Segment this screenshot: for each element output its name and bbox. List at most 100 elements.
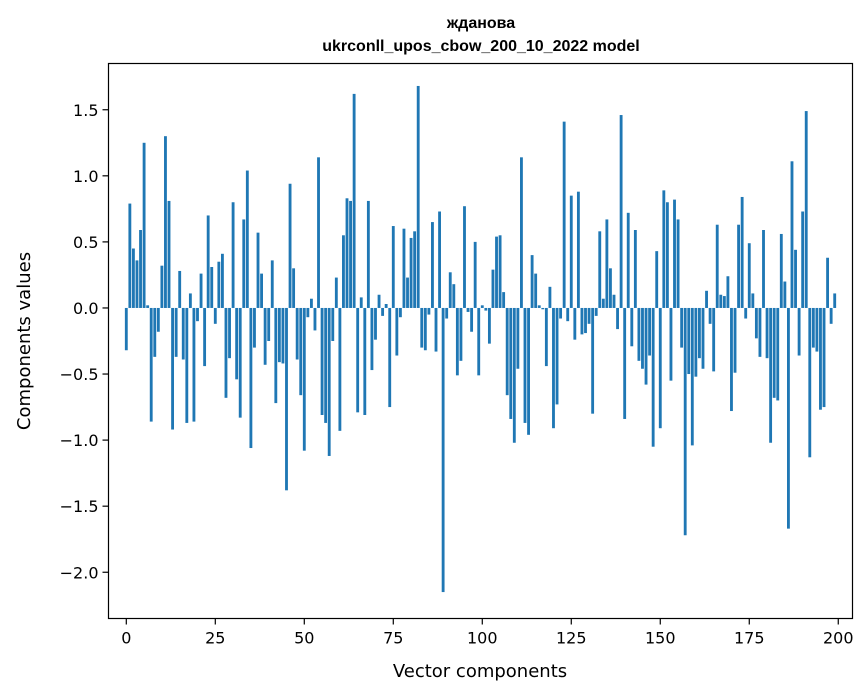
- bar: [587, 307, 591, 324]
- bar: [356, 307, 360, 413]
- bar: [495, 236, 498, 308]
- bar: [441, 307, 445, 593]
- bar: [413, 231, 417, 308]
- bar: [787, 307, 790, 529]
- bar: [612, 294, 616, 308]
- bar: [327, 307, 331, 456]
- bar: [815, 307, 819, 352]
- bar: [139, 230, 142, 308]
- y-tick-label: 0.0: [73, 299, 98, 318]
- bar: [313, 307, 317, 331]
- bar: [651, 307, 655, 447]
- bar: [715, 224, 719, 308]
- bar: [473, 241, 477, 308]
- bar: [616, 307, 619, 330]
- bar: [427, 307, 431, 315]
- chart-title: жданова: [446, 15, 515, 32]
- bar: [719, 294, 723, 308]
- bar: [224, 307, 228, 398]
- bar: [277, 307, 281, 363]
- bar: [249, 307, 253, 449]
- y-tick-label: 1.0: [73, 167, 98, 186]
- x-tick-label: 25: [205, 629, 225, 648]
- bar: [829, 307, 833, 324]
- bar: [245, 170, 249, 308]
- x-tick-label: 75: [383, 629, 403, 648]
- bar: [452, 284, 456, 308]
- bar: [160, 265, 164, 308]
- bar: [406, 277, 409, 308]
- bar: [242, 219, 246, 308]
- bar: [534, 273, 538, 308]
- bar: [238, 307, 242, 418]
- bar: [562, 121, 566, 308]
- bar: [331, 307, 335, 341]
- bar: [772, 307, 776, 398]
- bar: [690, 307, 694, 446]
- bar: [292, 268, 296, 308]
- bar: [131, 248, 135, 308]
- bar: [256, 232, 260, 308]
- bar: [573, 307, 577, 340]
- bar: [324, 307, 328, 423]
- bar: [342, 235, 345, 308]
- bar: [801, 211, 805, 308]
- bar: [559, 307, 563, 319]
- bar: [541, 307, 545, 310]
- bar: [381, 307, 385, 316]
- bar: [398, 307, 402, 318]
- bar: [580, 307, 584, 335]
- bar: [722, 296, 726, 308]
- bar: [377, 294, 381, 308]
- bar: [779, 233, 783, 308]
- bar: [783, 281, 787, 308]
- bar: [754, 307, 758, 339]
- bar: [128, 203, 132, 308]
- y-tick-label: −0.5: [60, 365, 99, 384]
- bar: [281, 307, 285, 364]
- x-tick-label: 125: [556, 629, 587, 648]
- bar: [463, 206, 466, 308]
- bar: [826, 257, 830, 308]
- bar: [548, 286, 552, 308]
- bar: [267, 307, 271, 341]
- bar: [181, 307, 185, 360]
- bar: [192, 307, 196, 422]
- bar: [758, 307, 762, 357]
- bar: [434, 307, 438, 352]
- y-tick-label: −1.5: [60, 497, 99, 516]
- bar: [185, 307, 189, 423]
- bar: [648, 307, 652, 356]
- x-tick-label: 100: [467, 629, 498, 648]
- bar: [213, 307, 217, 324]
- bar: [747, 243, 751, 308]
- bar: [523, 307, 527, 423]
- bar: [655, 251, 659, 308]
- bar: [555, 307, 559, 405]
- bar: [334, 277, 338, 308]
- bar: [509, 307, 513, 419]
- bar: [206, 215, 210, 308]
- bar: [210, 267, 214, 308]
- bar: [338, 307, 342, 431]
- bar: [420, 307, 424, 348]
- bar: [598, 231, 602, 308]
- bar: [520, 157, 523, 308]
- bar: [683, 307, 687, 536]
- x-tick-label: 0: [121, 629, 131, 648]
- bar: [626, 212, 630, 308]
- bar: [487, 307, 491, 344]
- bar: [797, 307, 801, 356]
- bar: [409, 237, 413, 308]
- bar: [751, 293, 755, 308]
- bar: [359, 297, 363, 308]
- bar: [188, 293, 192, 308]
- bar: [641, 307, 644, 369]
- bar: [445, 307, 449, 319]
- bar: [665, 202, 669, 308]
- bar: [231, 202, 235, 308]
- bar: [605, 219, 609, 308]
- bar: [349, 200, 352, 308]
- bar: [352, 93, 356, 308]
